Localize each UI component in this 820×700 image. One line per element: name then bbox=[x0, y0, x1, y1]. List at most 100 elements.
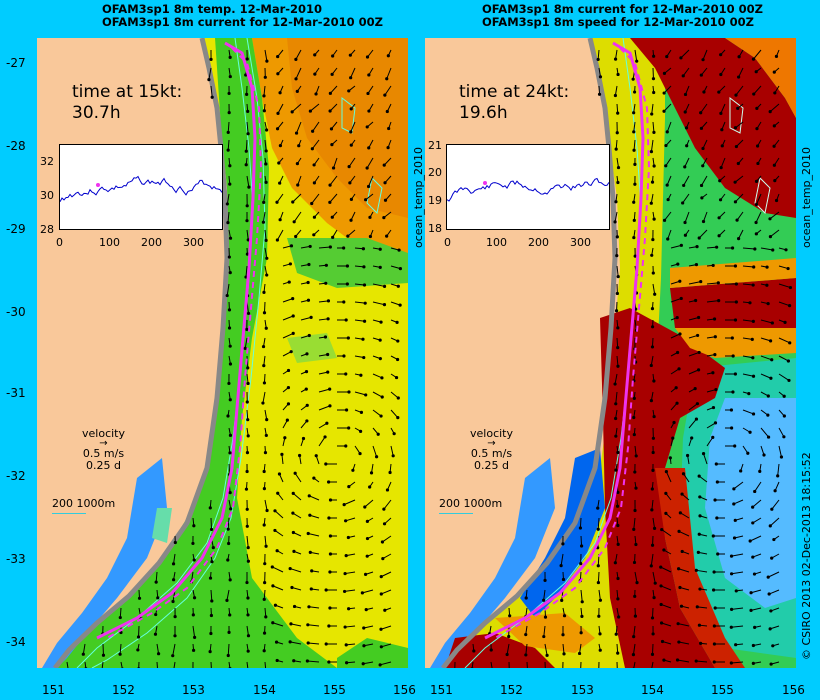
velocity-arrow-head bbox=[680, 549, 684, 554]
velocity-arrow-head bbox=[280, 452, 284, 456]
velocity-arrow-head bbox=[265, 508, 269, 513]
velocity-arrow-head bbox=[262, 94, 266, 98]
inset-ytick-label: 30 bbox=[40, 189, 54, 202]
velocity-arrow-head bbox=[701, 219, 706, 224]
velocity-arrow bbox=[696, 569, 708, 573]
velocity-arrow-head bbox=[694, 263, 699, 267]
velocity-arrow bbox=[677, 659, 690, 663]
velocity-arrow-head bbox=[374, 455, 379, 459]
velocity-arrow-head bbox=[598, 75, 603, 79]
velocity-arrow-head bbox=[245, 507, 249, 511]
velocity-arrow-head bbox=[649, 564, 653, 568]
velocity-arrow bbox=[702, 49, 708, 60]
velocity-arrow-head bbox=[226, 527, 230, 531]
velocity-arrow-head bbox=[323, 435, 327, 439]
velocity-arrow-head bbox=[616, 542, 620, 546]
velocity-arrow-head bbox=[330, 72, 334, 76]
velocity-arrow bbox=[750, 607, 762, 611]
velocity-arrow-head bbox=[768, 235, 773, 239]
velocity-arrow-head bbox=[291, 530, 295, 535]
velocity-arrow-head bbox=[507, 634, 511, 639]
velocity-arrow-head bbox=[614, 309, 619, 313]
velocity-arrow-head bbox=[310, 201, 314, 206]
velocity-arrow-head bbox=[209, 527, 214, 532]
velocity-arrow-head bbox=[229, 507, 233, 511]
velocity-arrow-head bbox=[381, 556, 385, 561]
velocity-arrow bbox=[363, 661, 374, 665]
velocity-arrow-head bbox=[616, 346, 620, 350]
velocity-arrow-head bbox=[228, 182, 232, 186]
velocity-arrow bbox=[731, 571, 744, 575]
velocity-arrow-head bbox=[652, 526, 657, 530]
velocity-arrow-head bbox=[735, 218, 739, 222]
velocity-arrow-head bbox=[615, 235, 619, 239]
velocity-arrow bbox=[390, 409, 399, 418]
velocity-arrow-head bbox=[361, 337, 365, 341]
velocity-arrow-head bbox=[524, 596, 528, 600]
velocity-arrow-head bbox=[343, 571, 347, 576]
velocity-arrow-head bbox=[314, 454, 318, 458]
velocity-arrow-head bbox=[749, 608, 753, 612]
velocity-arrow-head bbox=[680, 492, 684, 496]
velocity-arrow-head bbox=[770, 321, 774, 325]
velocity-arrow-head bbox=[739, 469, 743, 473]
velocity-arrow-head bbox=[228, 74, 232, 79]
velocity-arrow bbox=[760, 319, 773, 324]
velocity-arrow-head bbox=[701, 452, 706, 456]
velocity-arrow-head bbox=[392, 432, 396, 436]
velocity-arrow bbox=[156, 661, 158, 668]
velocity-arrow-head bbox=[736, 106, 740, 110]
inset-ytick-label: 28 bbox=[40, 223, 54, 236]
velocity-arrow-head bbox=[385, 234, 389, 238]
velocity-arrow-head bbox=[264, 238, 268, 242]
lat-tick-label: -28 bbox=[6, 139, 26, 153]
velocity-arrow-head bbox=[343, 625, 347, 629]
velocity-arrow-head bbox=[690, 436, 694, 440]
right-title-line2: OFAM3sp1 8m speed for 12-Mar-2010 00Z bbox=[482, 15, 754, 29]
velocity-arrow-head bbox=[331, 54, 335, 58]
velocity-arrow bbox=[760, 427, 769, 438]
velocity-arrow-head bbox=[275, 127, 280, 131]
velocity-arrow bbox=[696, 660, 708, 663]
velocity-arrow-head bbox=[651, 632, 655, 636]
velocity-arrow bbox=[282, 315, 294, 321]
velocity-arrow bbox=[634, 571, 638, 583]
velocity-arrow-head bbox=[276, 491, 280, 495]
velocity-arrow-head bbox=[597, 614, 601, 618]
velocity-arrow-head bbox=[118, 652, 122, 656]
velocity-arrow-head bbox=[711, 263, 715, 268]
velocity-arrow-head bbox=[397, 248, 401, 252]
velocity-arrow-head bbox=[649, 399, 653, 403]
velocity-arrow bbox=[264, 535, 267, 547]
velocity-arrow-head bbox=[699, 279, 703, 284]
velocity-arrow-head bbox=[294, 57, 298, 61]
velocity-arrow-head bbox=[228, 433, 233, 437]
lat-tick-label: -34 bbox=[6, 635, 26, 649]
velocity-arrow-head bbox=[751, 356, 755, 360]
velocity-arrow-head bbox=[305, 352, 309, 356]
velocity-arrow-head bbox=[264, 128, 269, 132]
velocity-arrow-head bbox=[349, 107, 353, 111]
velocity-arrow-head bbox=[262, 109, 266, 113]
velocity-arrow bbox=[760, 373, 772, 379]
velocity-arrow-head bbox=[774, 54, 779, 58]
velocity-arrow-head bbox=[346, 234, 350, 238]
velocity-arrow-head bbox=[290, 585, 294, 590]
velocity-arrow-head bbox=[596, 527, 600, 531]
velocity-arrow bbox=[777, 463, 780, 476]
velocity-arrow-head bbox=[245, 451, 250, 455]
velocity-arrow bbox=[660, 603, 672, 609]
velocity-arrow-head bbox=[699, 183, 704, 188]
velocity-arrow bbox=[295, 49, 302, 60]
velocity-arrow-head bbox=[264, 326, 268, 330]
scale-bar-label: 200 1000m bbox=[439, 497, 503, 510]
right-title-line1: OFAM3sp1 8m current for 12-Mar-2010 00Z bbox=[482, 2, 763, 16]
velocity-arrow-head bbox=[782, 435, 786, 439]
velocity-arrow bbox=[580, 535, 583, 546]
velocity-arrow-head bbox=[326, 299, 331, 303]
velocity-arrow-head bbox=[368, 215, 372, 219]
velocity-arrow bbox=[372, 373, 383, 379]
velocity-arrow-head bbox=[765, 283, 769, 287]
velocity-arrow-head bbox=[662, 658, 666, 662]
velocity-arrow bbox=[344, 589, 356, 592]
